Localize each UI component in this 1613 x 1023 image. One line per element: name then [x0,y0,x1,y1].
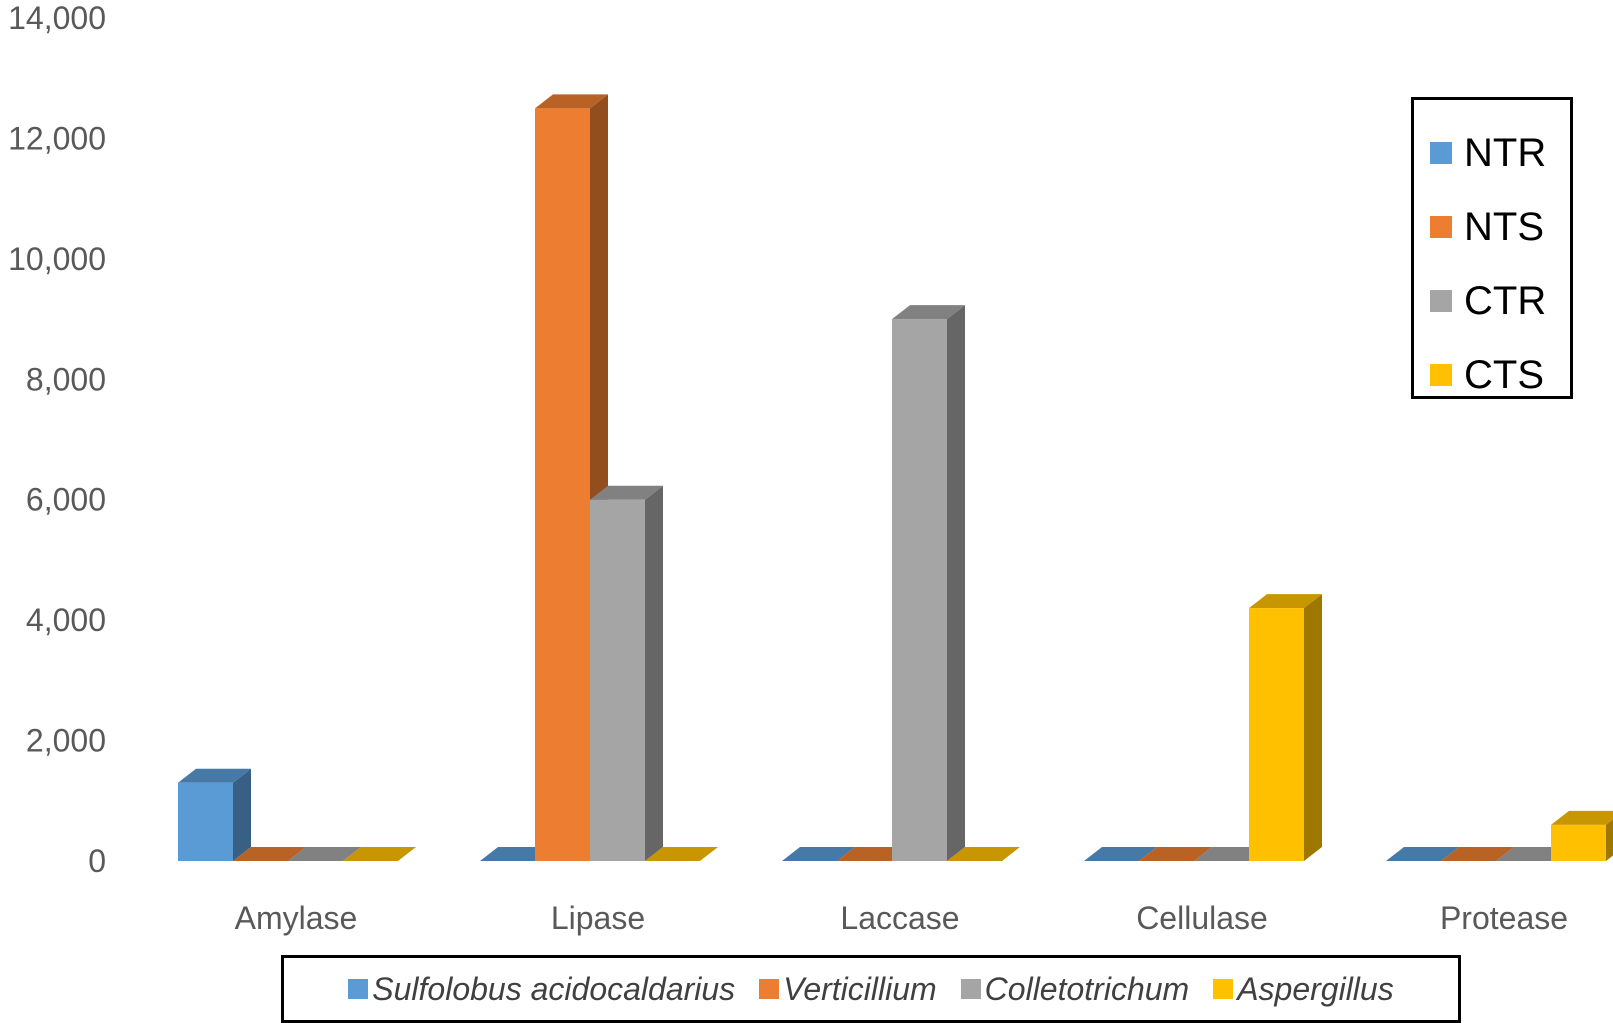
legend-swatch [348,979,369,999]
bar [947,847,1020,861]
bar [782,847,855,861]
bar [1139,847,1212,861]
y-tick-label: 6,000 [26,482,106,518]
bar [837,847,910,861]
y-tick-label: 8,000 [26,361,106,397]
legend-label: Colletotrichum [984,970,1190,1007]
legend-label: Verticillium [783,970,937,1007]
x-category-label: Cellulase [1136,900,1268,936]
bar [1496,847,1569,861]
legend-swatch [1213,979,1234,999]
y-tick-label: 2,000 [26,723,106,759]
legend-item: NTR [1430,116,1570,190]
bar [1194,847,1267,861]
bar [233,847,306,861]
legend-swatch [1430,216,1452,238]
legend-label: CTS [1464,352,1544,397]
legend: NTR NTS CTR CTS [1411,97,1573,399]
bar [1249,594,1322,861]
legend-label: CTR [1464,278,1547,323]
bar [178,768,251,861]
bar [1551,810,1613,861]
legend-item: Sulfolobus acidocaldarius [348,971,735,1008]
x-category-label: Amylase [235,900,358,936]
bar [480,847,553,861]
bar [590,485,663,861]
bar [645,847,718,861]
legend-label: NTS [1464,204,1544,249]
legend-label: Aspergillus [1237,970,1394,1007]
bar [1386,847,1459,861]
y-tick-label: 14,000 [8,0,106,36]
legend-swatch [1430,142,1452,164]
legend-swatch [759,979,780,999]
y-tick-label: 12,000 [8,120,106,156]
legend-item: CTS [1430,338,1570,412]
bar [343,847,416,861]
legend-item: Colletotrichum [960,970,1190,1008]
species-legend: Sulfolobus acidocaldarius Verticillium Col… [281,955,1461,1023]
bars [178,94,1613,862]
x-category-label: Laccase [840,900,959,936]
y-axis-ticks: 0 2,000 4,000 6,000 8,000 10,000 12,000 14,000 [8,0,106,879]
x-category-label: Lipase [551,900,645,936]
legend-item: NTS [1430,190,1570,264]
legend-item: CTR [1430,264,1570,338]
bar [1084,847,1157,861]
y-tick-label: 10,000 [8,241,106,277]
legend-label: NTR [1464,130,1547,175]
legend-swatch [1430,364,1452,386]
bar [1441,847,1514,861]
y-tick-label: 0 [88,843,106,879]
legend-swatch [960,979,981,999]
bar [892,305,965,862]
legend-swatch [1430,290,1452,312]
x-category-label: Protease [1440,900,1568,936]
bar [288,847,361,861]
legend-item: Verticillium [759,971,937,1008]
legend-label: Sulfolobus acidocaldarius [372,970,736,1007]
legend-item: Aspergillus [1213,971,1394,1008]
x-axis-categories: Amylase Lipase Laccase Cellulase Protease [235,900,1568,936]
y-tick-label: 4,000 [26,602,106,638]
